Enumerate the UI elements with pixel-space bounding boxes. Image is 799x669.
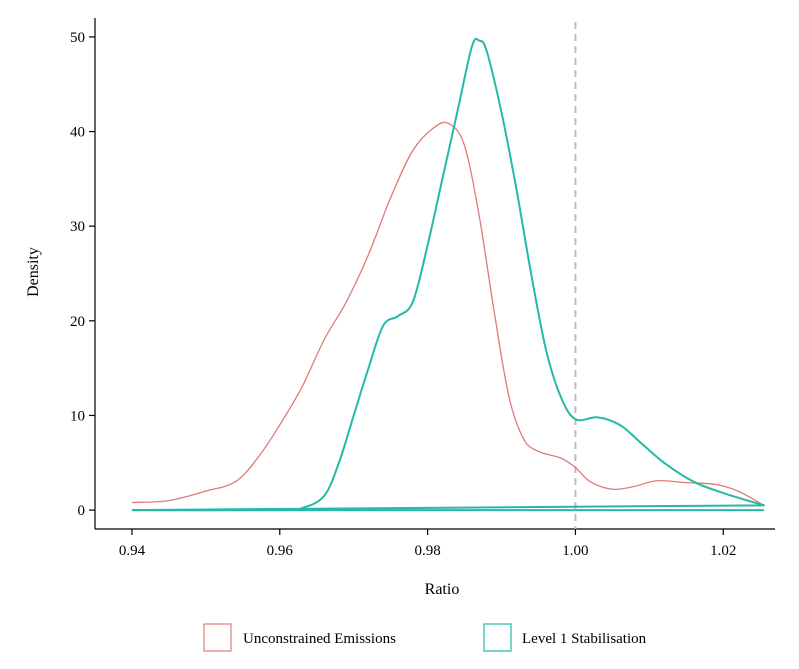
series-line-level-1-stabilisation xyxy=(131,37,765,512)
y-tick-label: 20 xyxy=(70,314,85,330)
x-axis-title: Ratio xyxy=(425,581,460,598)
y-axis-ticks: 0 10 20 30 40 50 xyxy=(70,30,95,519)
series-line-unconstrained-emissions xyxy=(131,121,765,511)
y-tick-label: 40 xyxy=(70,125,85,141)
legend-label-unconstrained-emissions: Unconstrained Emissions xyxy=(243,631,396,647)
legend-label-level-1-stabilisation: Level 1 Stabilisation xyxy=(522,631,647,647)
y-tick-label: 10 xyxy=(70,408,85,424)
x-tick-label: 1.02 xyxy=(710,543,736,559)
y-axis-title: Density xyxy=(25,247,42,297)
x-tick-label: 0.96 xyxy=(267,543,294,559)
legend-key-level-1-stabilisation xyxy=(483,623,512,652)
x-tick-label: 1.00 xyxy=(562,543,588,559)
x-axis-ticks: 0.94 0.96 0.98 1.00 1.02 xyxy=(119,529,736,559)
x-tick-label: 0.98 xyxy=(414,543,440,559)
y-tick-label: 0 xyxy=(78,503,86,519)
legend: Unconstrained Emissions Level 1 Stabilis… xyxy=(203,623,647,652)
x-tick-label: 0.94 xyxy=(119,543,146,559)
y-tick-label: 50 xyxy=(70,30,85,46)
y-tick-label: 30 xyxy=(70,219,85,235)
series-layer xyxy=(131,37,765,512)
legend-key-unconstrained-emissions xyxy=(203,623,232,652)
